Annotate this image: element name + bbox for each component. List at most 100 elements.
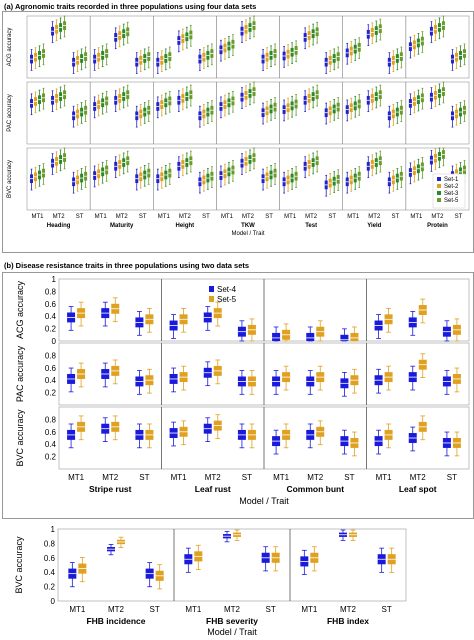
model-tick: MT2 — [108, 605, 125, 614]
box-mark — [387, 171, 391, 194]
box-mark — [350, 431, 359, 457]
box-mark — [55, 19, 59, 42]
model-tick: MT1 — [68, 473, 85, 482]
box-mark — [42, 163, 46, 185]
box-mark — [311, 23, 315, 46]
model-tick: MT1 — [284, 214, 297, 220]
box-mark — [300, 549, 309, 575]
box-mark — [67, 306, 76, 331]
box-mark — [105, 160, 109, 182]
box-mark — [139, 50, 143, 73]
box-mark — [429, 21, 433, 43]
box-mark — [51, 21, 55, 43]
box-mark — [78, 557, 87, 583]
box-mark — [408, 93, 412, 116]
ylabel-b: ACG accuracy — [15, 280, 25, 339]
model-tick: ST — [382, 605, 392, 614]
box-mark — [374, 314, 383, 339]
box-mark — [332, 171, 336, 193]
ytick-b: 0.2 — [45, 389, 57, 398]
box-mark — [30, 93, 34, 116]
box-mark — [452, 318, 461, 342]
box-mark — [271, 546, 280, 572]
box-mark — [177, 156, 181, 178]
box-mark — [237, 370, 246, 395]
ytick-c: 0 — [51, 597, 56, 606]
box-mark — [441, 15, 445, 38]
box-mark — [282, 99, 286, 122]
box-mark — [252, 15, 256, 38]
box-mark — [135, 423, 144, 449]
ytick-b: 0.6 — [45, 300, 57, 309]
box-mark — [272, 326, 281, 342]
box-mark — [408, 36, 412, 59]
box-mark — [324, 174, 328, 197]
trait-label: Stripe rust — [89, 484, 132, 494]
model-tick: MT1 — [221, 214, 234, 220]
panel-a-letter: (a) — [4, 2, 14, 11]
box-mark — [156, 96, 160, 119]
box-mark — [454, 47, 458, 69]
box-mark — [374, 368, 383, 394]
ytick-b: 0.2 — [45, 453, 57, 462]
model-tick: MT2 — [205, 473, 222, 482]
model-tick: ST — [76, 214, 84, 220]
box-mark — [282, 46, 286, 68]
box-mark — [231, 34, 235, 56]
box-mark — [387, 547, 396, 573]
box-mark — [97, 47, 101, 69]
box-mark — [145, 368, 154, 394]
box-mark — [247, 318, 256, 342]
box-mark — [164, 92, 168, 115]
panel-a-title-text: Agronomic traits recorded in three popul… — [14, 2, 257, 11]
box-mark — [269, 165, 273, 187]
box-mark — [328, 100, 332, 123]
box-mark — [114, 27, 118, 50]
box-mark — [206, 168, 210, 190]
box-mark — [213, 301, 222, 327]
box-mark — [306, 326, 315, 342]
box-mark — [328, 50, 332, 73]
box-mark — [357, 166, 361, 188]
box-mark — [294, 40, 298, 63]
box-mark — [168, 90, 172, 113]
box-mark — [408, 426, 417, 452]
legend-label: Set-4 — [217, 285, 237, 294]
box-mark — [244, 19, 248, 42]
box-mark — [370, 154, 374, 177]
box-mark — [223, 531, 231, 543]
box-mark — [80, 48, 84, 71]
box-mark — [143, 102, 147, 124]
box-mark — [282, 171, 286, 194]
box-mark — [202, 47, 206, 69]
model-tick: ST — [455, 214, 463, 220]
box-mark — [145, 562, 154, 588]
legend-label: Set-5 — [217, 295, 237, 304]
box-mark — [223, 163, 227, 186]
box-mark — [203, 306, 212, 331]
ylabel-c: BVC accuracy — [14, 536, 24, 594]
ylabel-a: ACG accuracy — [7, 28, 13, 67]
box-mark — [353, 39, 357, 61]
box-mark — [219, 165, 223, 188]
box-mark — [336, 169, 340, 191]
box-mark — [156, 168, 160, 191]
box-mark — [273, 97, 277, 119]
legend-label: Set-3 — [444, 191, 459, 197]
box-mark — [184, 547, 193, 573]
trait-label: Yield — [367, 223, 381, 229]
box-mark — [34, 91, 38, 114]
model-tick: MT1 — [347, 214, 360, 220]
box-mark — [169, 421, 178, 447]
box-mark — [223, 94, 227, 117]
box-mark — [122, 152, 126, 175]
ytick-c: 0.6 — [44, 554, 56, 563]
model-tick: MT2 — [305, 214, 318, 220]
model-tick: MT1 — [301, 605, 318, 614]
box-mark — [416, 89, 420, 112]
box-mark — [72, 105, 76, 128]
panel-b-chart: ACG accuracy 0 0.2 0.4 0.6 0.8 1 PAC accuracy 0.… — [2, 272, 474, 519]
box-mark — [433, 19, 437, 42]
box-mark — [315, 21, 319, 44]
